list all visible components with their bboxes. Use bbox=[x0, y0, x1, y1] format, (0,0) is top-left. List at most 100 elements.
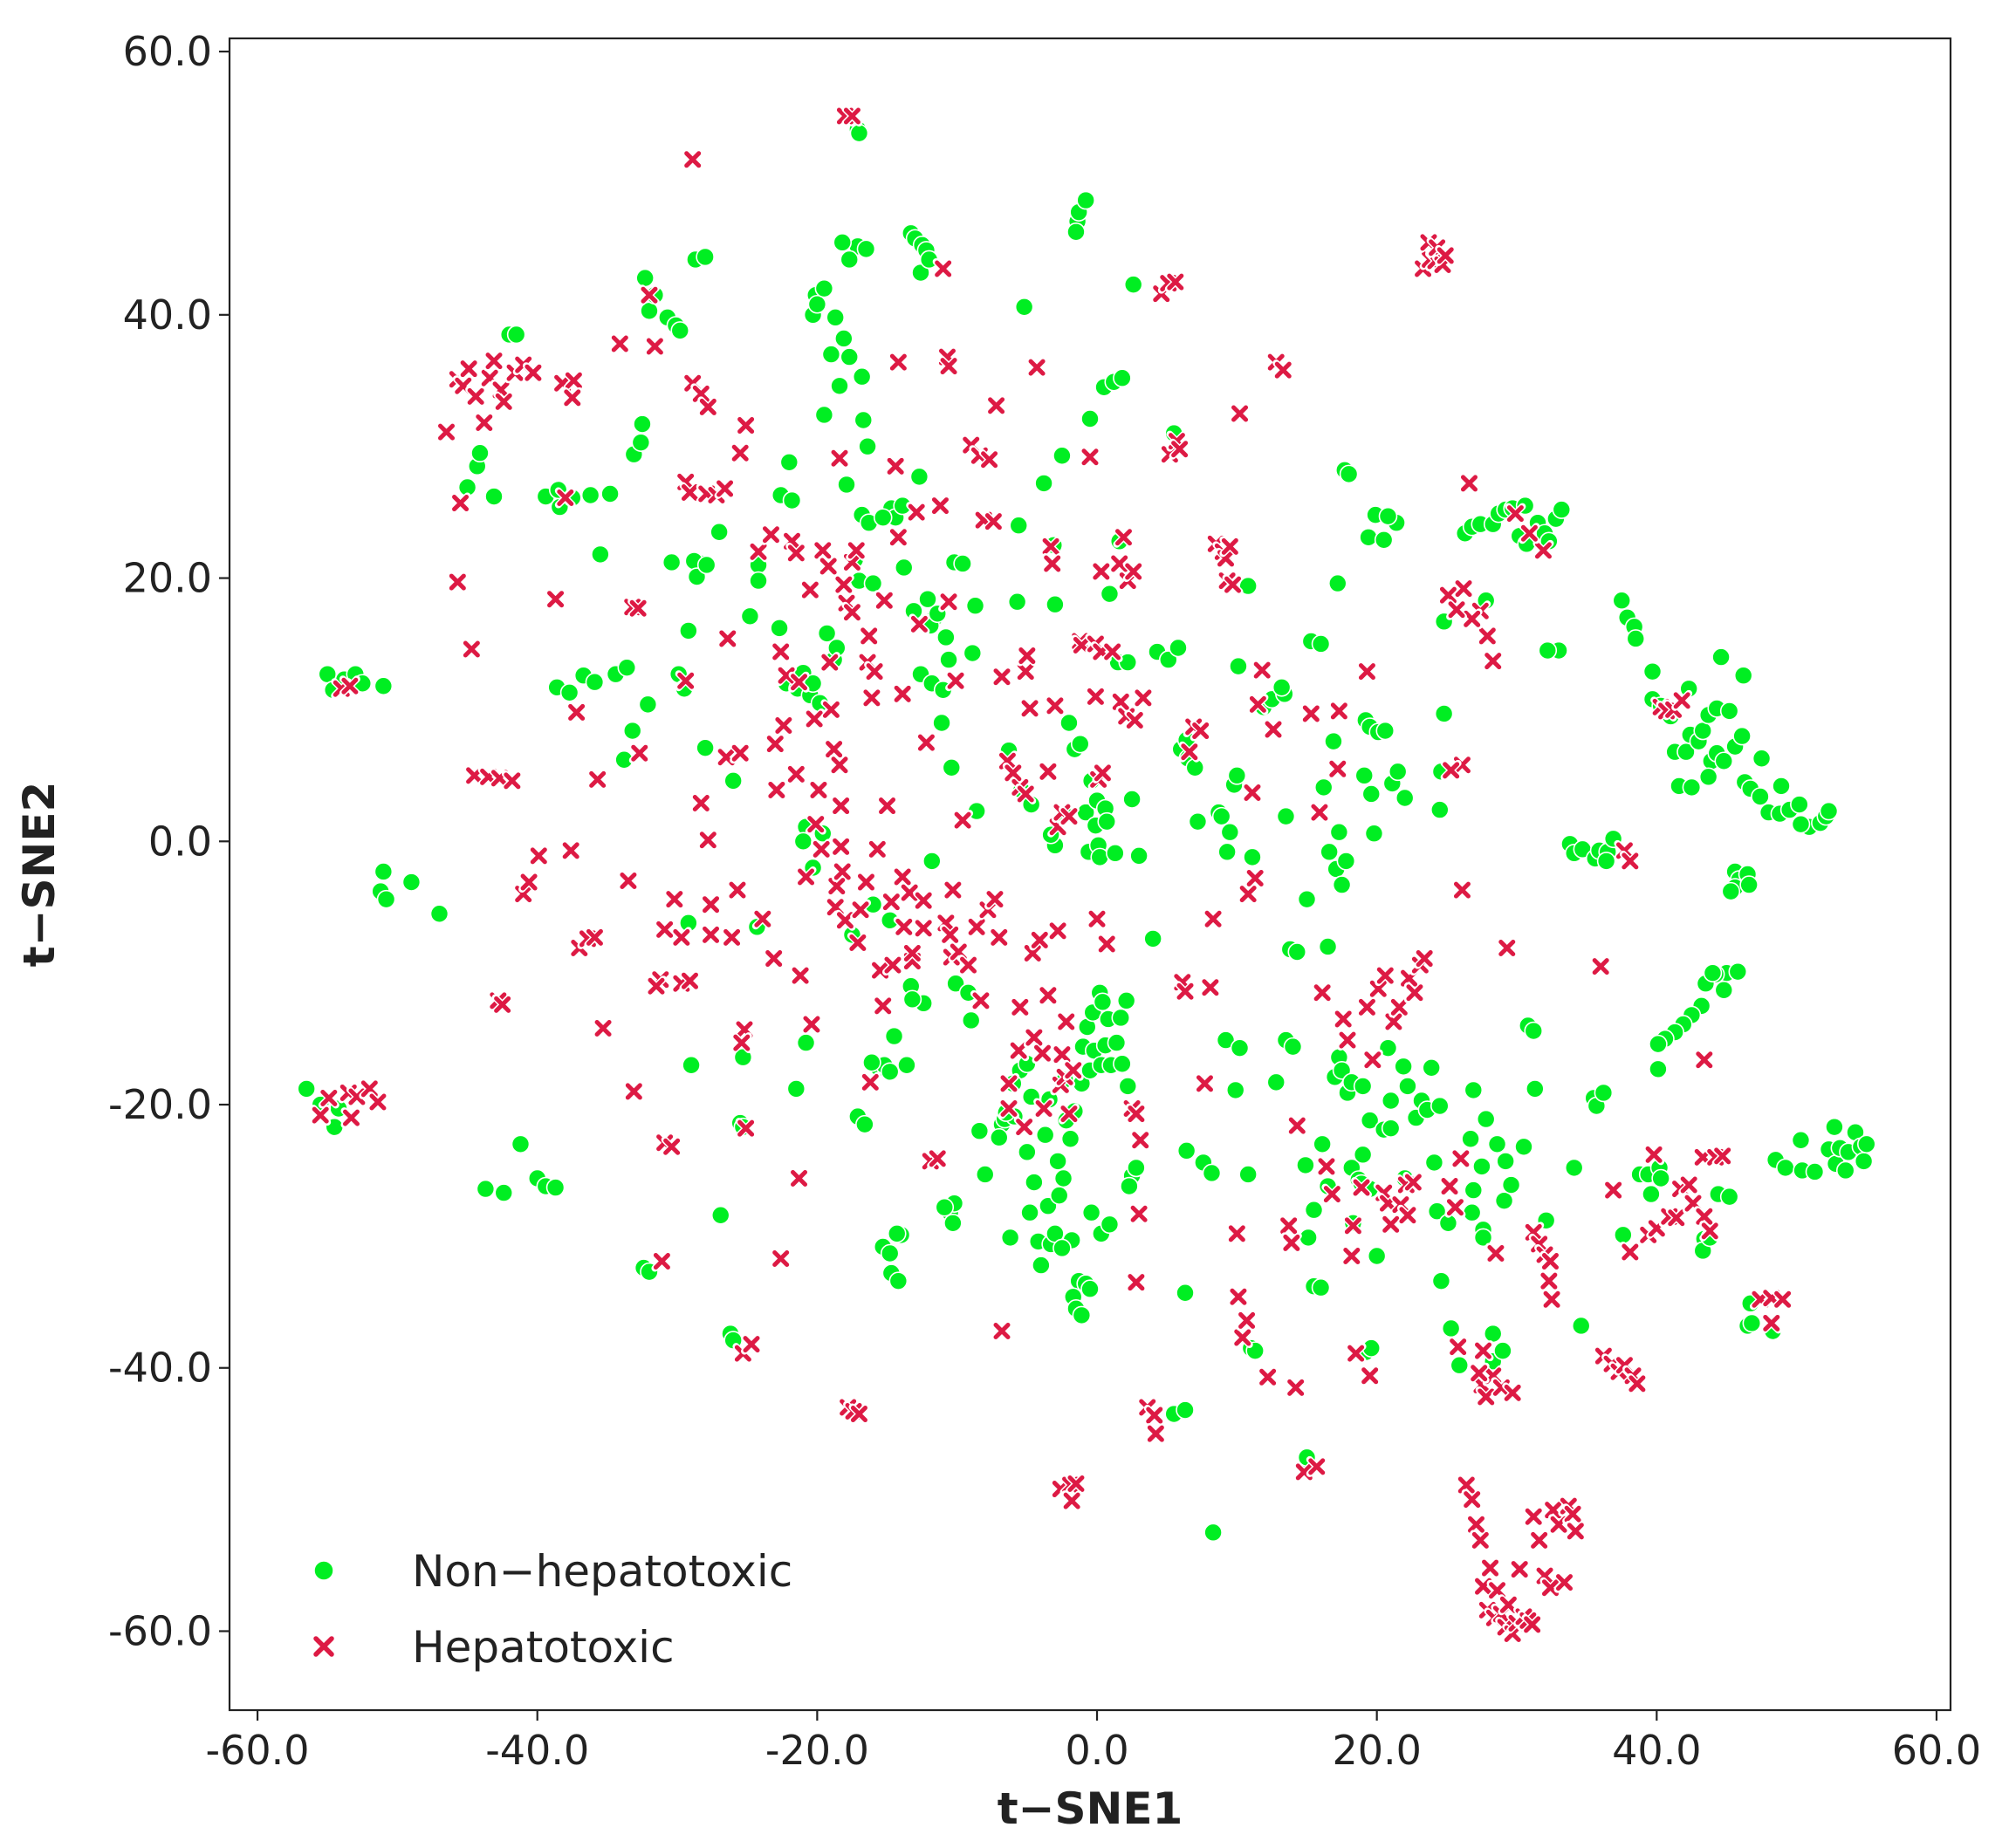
hepatotoxic-point bbox=[988, 927, 1010, 948]
non-hepatotoxic-point bbox=[1422, 1057, 1441, 1078]
hepatotoxic-point bbox=[586, 769, 608, 791]
non-hepatotoxic-point bbox=[1106, 844, 1125, 863]
non-hepatotoxic-point bbox=[1202, 1163, 1222, 1183]
non-hepatotoxic-point bbox=[376, 889, 396, 909]
hepatotoxic-point bbox=[1435, 244, 1457, 266]
hepatotoxic-point bbox=[730, 743, 751, 764]
hepatotoxic-point bbox=[869, 960, 891, 982]
hepatotoxic-point bbox=[998, 1072, 1020, 1094]
hepatotoxic-point bbox=[1122, 561, 1144, 583]
hepatotoxic-point bbox=[638, 284, 660, 306]
non-hepatotoxic-point bbox=[1176, 1141, 1196, 1160]
non-hepatotoxic-point bbox=[670, 321, 690, 340]
non-hepatotoxic-point bbox=[1501, 1175, 1521, 1194]
hepatotoxic-point bbox=[1222, 574, 1244, 596]
non-hepatotoxic-point bbox=[696, 738, 715, 757]
non-hepatotoxic-point bbox=[1118, 1077, 1138, 1096]
hepatotoxic-point bbox=[1602, 1180, 1624, 1201]
hepatotoxic-point bbox=[593, 1017, 614, 1039]
non-hepatotoxic-point bbox=[1093, 992, 1113, 1012]
hepatotoxic-point bbox=[1090, 561, 1112, 583]
non-hepatotoxic-point bbox=[511, 1134, 531, 1154]
non-hepatotoxic-point bbox=[591, 544, 610, 565]
non-hepatotoxic-point bbox=[1430, 800, 1450, 819]
hepatotoxic-point bbox=[1356, 660, 1378, 682]
non-hepatotoxic-point bbox=[855, 1114, 874, 1134]
non-hepatotoxic-point bbox=[880, 1243, 900, 1263]
legend-marker-hepatotoxic bbox=[311, 1633, 337, 1660]
hepatotoxic-point bbox=[939, 924, 961, 946]
hepatotoxic-point bbox=[1219, 536, 1241, 558]
non-hepatotoxic-point bbox=[1053, 1168, 1073, 1188]
non-hepatotoxic-point bbox=[1129, 846, 1148, 866]
non-hepatotoxic-point bbox=[1360, 1111, 1380, 1130]
non-hepatotoxic-point bbox=[814, 278, 834, 298]
hepatotoxic-point bbox=[1002, 762, 1024, 784]
non-hepatotoxic-point bbox=[1381, 1091, 1401, 1111]
non-hepatotoxic-point bbox=[1035, 1125, 1055, 1145]
non-hepatotoxic-point bbox=[1122, 790, 1142, 809]
non-hepatotoxic-point bbox=[1493, 1341, 1512, 1360]
hepatotoxic-point bbox=[804, 708, 826, 729]
non-hepatotoxic-point bbox=[1364, 824, 1384, 844]
non-hepatotoxic-point bbox=[1626, 629, 1646, 648]
non-hepatotoxic-point bbox=[1217, 842, 1237, 862]
hepatotoxic-point bbox=[1164, 271, 1186, 293]
non-hepatotoxic-point bbox=[545, 1178, 566, 1197]
non-hepatotoxic-point bbox=[374, 862, 394, 881]
hepatotoxic-point bbox=[1032, 1043, 1053, 1064]
non-hepatotoxic-point bbox=[793, 832, 813, 852]
hepatotoxic-point bbox=[700, 924, 722, 946]
hepatotoxic-point bbox=[1437, 585, 1459, 606]
hepatotoxic-point bbox=[690, 792, 712, 814]
hepatotoxic-point bbox=[1236, 1310, 1258, 1331]
hepatotoxic-point bbox=[888, 352, 909, 373]
hepatotoxic-point bbox=[700, 893, 722, 915]
hepatotoxic-point bbox=[938, 591, 960, 613]
non-hepatotoxic-point bbox=[1682, 777, 1702, 797]
hepatotoxic-point bbox=[1037, 984, 1059, 1006]
non-hepatotoxic-point bbox=[1111, 1008, 1131, 1028]
non-hepatotoxic-point bbox=[1819, 801, 1839, 821]
non-hepatotoxic-point bbox=[1473, 1228, 1493, 1248]
non-hepatotoxic-point bbox=[1176, 1283, 1195, 1303]
series-hepatotoxic bbox=[310, 106, 1793, 1645]
hepatotoxic-point bbox=[1760, 1312, 1782, 1334]
hepatotoxic-point bbox=[1453, 578, 1475, 599]
hepatotoxic-point bbox=[1509, 1558, 1531, 1580]
hepatotoxic-point bbox=[1175, 981, 1196, 1003]
non-hepatotoxic-point bbox=[1776, 1158, 1795, 1178]
non-hepatotoxic-point bbox=[1394, 1057, 1413, 1077]
hepatotoxic-point bbox=[1238, 883, 1259, 905]
hepatotoxic-point bbox=[966, 916, 988, 938]
hepatotoxic-point bbox=[447, 572, 469, 593]
non-hepatotoxic-point bbox=[1464, 1181, 1484, 1200]
hepatotoxic-point bbox=[1414, 948, 1436, 969]
non-hepatotoxic-point bbox=[1080, 1279, 1100, 1299]
non-hepatotoxic-point bbox=[1313, 777, 1334, 797]
hepatotoxic-point bbox=[1465, 1514, 1487, 1536]
hepatotoxic-point bbox=[932, 258, 954, 280]
hepatotoxic-point bbox=[770, 1248, 792, 1270]
non-hepatotoxic-point bbox=[1287, 942, 1307, 962]
non-hepatotoxic-point bbox=[1378, 1038, 1398, 1057]
non-hepatotoxic-point bbox=[1752, 749, 1772, 769]
non-hepatotoxic-point bbox=[1571, 1316, 1591, 1336]
hepatotoxic-point bbox=[860, 1071, 881, 1093]
hepatotoxic-point bbox=[1361, 1049, 1383, 1071]
non-hepatotoxic-point bbox=[779, 452, 799, 472]
hepatotoxic-point bbox=[1009, 996, 1031, 1018]
hepatotoxic-point bbox=[1671, 689, 1693, 711]
hepatotoxic-point bbox=[1285, 1377, 1306, 1399]
hepatotoxic-point bbox=[909, 613, 930, 635]
hepatotoxic-point bbox=[1479, 1557, 1501, 1579]
non-hepatotoxic-point bbox=[1034, 474, 1053, 493]
hepatotoxic-point bbox=[1013, 1116, 1035, 1138]
hepatotoxic-point bbox=[892, 866, 914, 888]
y-tick-label: 20.0 bbox=[123, 555, 212, 602]
non-hepatotoxic-point bbox=[1651, 1168, 1670, 1188]
non-hepatotoxic-point bbox=[401, 873, 422, 892]
hepatotoxic-point bbox=[790, 965, 812, 987]
hepatotoxic-point bbox=[584, 927, 606, 948]
